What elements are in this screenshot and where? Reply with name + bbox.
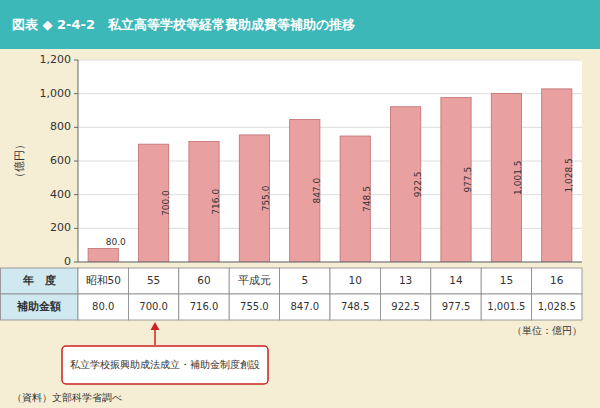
table-cell [229, 294, 279, 320]
table-header-cell [1, 268, 79, 294]
table-value: 1,028.5 [538, 301, 576, 312]
y-tick-label: 800 [50, 120, 71, 133]
plot-area [78, 60, 582, 262]
table-value: 1,001.5 [487, 301, 525, 312]
bars [88, 89, 572, 262]
table-cell [380, 268, 430, 294]
table-value: 748.5 [341, 301, 370, 312]
table-category: 15 [500, 274, 513, 286]
annotation-box [62, 346, 268, 384]
table-value: 700.0 [139, 301, 168, 312]
table-value: 977.5 [442, 301, 471, 312]
table-value: 922.5 [391, 301, 420, 312]
table-cell [431, 268, 481, 294]
table-value: 755.0 [240, 301, 269, 312]
table-cell [78, 268, 128, 294]
data-label: 700.0 [161, 190, 171, 216]
x-axis-line [78, 262, 582, 263]
y-tick-label: 200 [50, 221, 71, 234]
annotation-text: 私立学校振興助成法成立・補助金制度創設 [70, 359, 260, 370]
data-label: 80.0 [106, 237, 126, 247]
table-cell [179, 268, 229, 294]
y-tick [74, 228, 78, 229]
y-tick-label: 0 [64, 255, 71, 268]
source-text: （資料）文部科学省調べ [12, 392, 122, 403]
data-label: 847.0 [312, 178, 322, 204]
annotation-arrow [154, 328, 156, 345]
y-tick-label: 600 [50, 154, 71, 167]
table-category: 昭和50 [86, 274, 121, 286]
table-category: 5 [301, 274, 308, 286]
data-label: 716.0 [211, 189, 221, 215]
table-value: 716.0 [190, 301, 219, 312]
table-category: 16 [550, 274, 564, 286]
table-cell [280, 268, 330, 294]
table-cell [330, 268, 380, 294]
y-tick-label: 1,000 [40, 87, 72, 100]
grid-line [78, 262, 582, 263]
y-axis-line [78, 60, 79, 262]
table-cell [481, 294, 531, 320]
table-cell [532, 294, 582, 320]
title: 図表 ◆ 2-4-2 私立高等学校等経常費助成費等補助の推移 [12, 17, 355, 32]
y-tick [74, 161, 78, 162]
table-category: 13 [399, 274, 412, 286]
y-axis: 0 200 400 600 800 1,000 1,200 [40, 53, 583, 268]
bar [88, 249, 118, 262]
table-category: 10 [349, 274, 362, 286]
y-tick [74, 262, 78, 263]
data-label: 922.5 [413, 171, 423, 197]
table-category: 60 [197, 274, 210, 286]
table-cell [179, 294, 229, 320]
data-label: 1,028.5 [564, 158, 574, 192]
table-category: 55 [147, 274, 160, 286]
y-tick [74, 194, 78, 195]
table-cell [380, 294, 430, 320]
table-value: 847.0 [290, 301, 319, 312]
chart: 図表 ◆ 2-4-2 私立高等学校等経常費助成費等補助の推移0200400600… [0, 0, 600, 408]
data-label: 748.5 [362, 186, 372, 212]
table-cell [431, 294, 481, 320]
table-cell [78, 294, 128, 320]
table-cell [128, 268, 178, 294]
y-axis-label: （億円） [13, 139, 26, 183]
table-cell [481, 268, 531, 294]
y-tick [74, 127, 78, 128]
data-label: 1,001.5 [514, 161, 524, 195]
data-label: 755.0 [262, 185, 272, 211]
grid-line [78, 60, 582, 61]
table-row-label: 補助金額 [16, 300, 61, 313]
background [0, 0, 600, 408]
table-category: 平成元 [238, 274, 271, 286]
table-cell [532, 268, 582, 294]
table-row-label: 年 度 [22, 274, 56, 287]
table-value: 80.0 [92, 301, 114, 312]
y-tick-label: 400 [50, 188, 71, 201]
table: 年 度補助金額 昭和50 80.0 55 700.0 60 716.0 平成元 755.0 5 84… [1, 268, 583, 320]
y-tick-label: 1,200 [40, 53, 72, 66]
annotation-arrowhead [151, 322, 160, 330]
data-labels: 80.0 700.0 716.0 755.0 847.0 748.5 922.5 977.5 1… [106, 158, 574, 246]
y-tick [74, 93, 78, 94]
unit-text: （単位：億円） [512, 325, 582, 336]
table-category: 14 [449, 274, 463, 286]
title-bar [0, 0, 600, 49]
table-cell [280, 294, 330, 320]
data-label: 977.5 [463, 167, 473, 193]
annotation: 私立学校振興助成法成立・補助金制度創設 [62, 322, 268, 384]
table-cell [330, 294, 380, 320]
table-cell [128, 294, 178, 320]
y-tick [74, 60, 78, 61]
table-cell [229, 268, 279, 294]
table-header-cell [1, 294, 79, 320]
